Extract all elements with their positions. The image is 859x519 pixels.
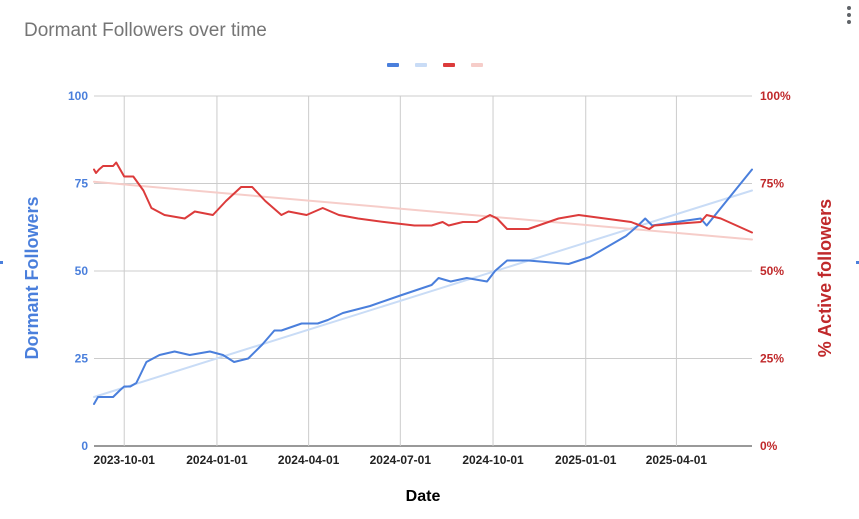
right-edge-marker — [856, 261, 859, 264]
x-tick-label: 2024-04-01 — [278, 453, 340, 467]
grid — [94, 95, 752, 447]
y-axis-label: Dormant Followers — [22, 196, 42, 359]
y2-axis-label: % Active followers — [815, 199, 835, 357]
x-tick-label: 2024-10-01 — [462, 453, 524, 467]
y2-tick-label: 0% — [760, 439, 778, 453]
more-options-icon[interactable] — [846, 6, 852, 28]
x-tick-label: 2025-04-01 — [646, 453, 708, 467]
series-line — [93, 161, 753, 234]
y-tick-label: 25 — [75, 352, 89, 366]
series-line — [93, 168, 753, 405]
legend-swatch — [471, 63, 483, 67]
series-lines — [93, 161, 753, 405]
y-ticks: 0 25 50 75 100 — [68, 89, 88, 453]
y-tick-label: 75 — [75, 177, 89, 191]
legend-swatch — [415, 63, 427, 67]
legend-swatch — [443, 63, 455, 67]
left-edge-marker — [0, 261, 3, 264]
trend-lines — [93, 180, 753, 398]
y2-tick-label: 100% — [760, 89, 791, 103]
x-tick-label: 2024-07-01 — [370, 453, 432, 467]
y2-ticks: 0% 25% 50% 75% 100% — [760, 89, 791, 453]
y2-tick-label: 25% — [760, 352, 784, 366]
y-tick-label: 0 — [81, 439, 88, 453]
y-tick-label: 100 — [68, 89, 88, 103]
x-ticks: 2023-10-01 2024-01-01 2024-04-01 2024-07-01… — [94, 453, 708, 467]
legend — [387, 63, 483, 67]
y-tick-label: 50 — [75, 264, 89, 278]
x-tick-label: 2024-01-01 — [186, 453, 248, 467]
y2-tick-label: 50% — [760, 264, 784, 278]
x-axis-label: Date — [406, 488, 441, 505]
chart-title: Dormant Followers over time — [24, 20, 267, 41]
trend-line — [93, 180, 753, 241]
y2-tick-label: 75% — [760, 177, 784, 191]
x-tick-label: 2025-01-01 — [555, 453, 617, 467]
legend-swatch — [387, 63, 399, 67]
trend-line — [93, 189, 753, 398]
x-tick-label: 2023-10-01 — [94, 453, 156, 467]
